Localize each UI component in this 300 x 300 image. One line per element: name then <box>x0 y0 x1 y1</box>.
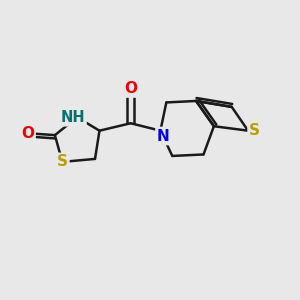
Text: S: S <box>249 123 260 138</box>
Text: NH: NH <box>60 110 85 125</box>
Text: O: O <box>124 81 137 96</box>
Text: S: S <box>57 154 68 169</box>
Text: N: N <box>157 128 170 143</box>
Text: O: O <box>21 126 34 141</box>
